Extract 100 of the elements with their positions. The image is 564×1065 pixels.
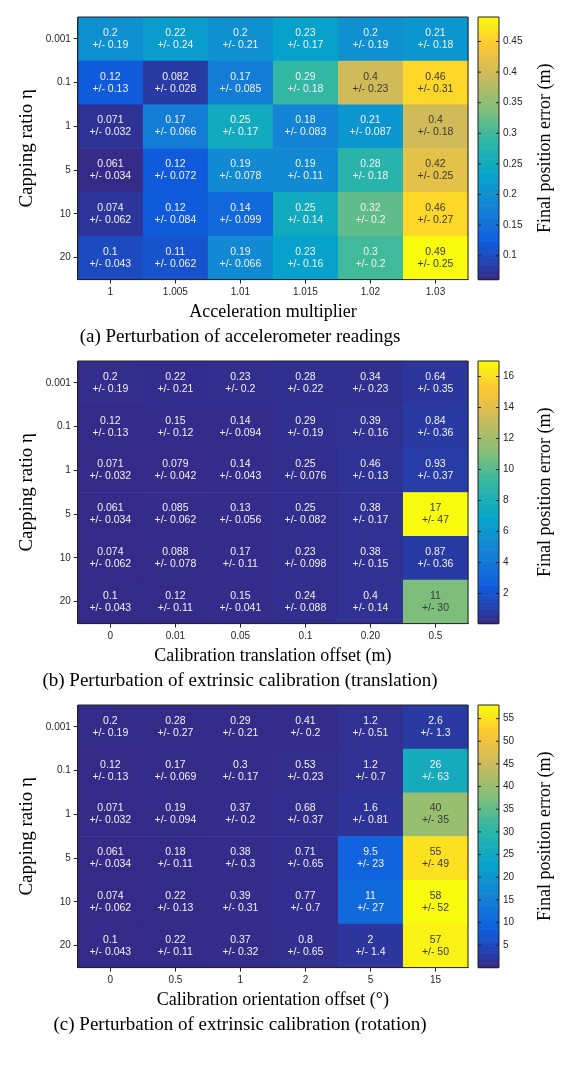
data-label: 11 +/- 30: [421, 588, 450, 613]
data-label: 0.071 +/- 0.032: [89, 113, 132, 138]
data-label: 0.49 +/- 0.25: [417, 244, 454, 269]
data-label: 0.38 +/- 0.15: [352, 544, 389, 569]
x-tick-label: 1: [107, 286, 114, 298]
y-axis-title: Capping ratio η: [15, 432, 37, 552]
y-tick-label: 0.001: [45, 32, 72, 44]
data-label: 58 +/- 52: [421, 888, 450, 913]
data-label: 0.12 +/- 0.13: [92, 413, 129, 438]
data-label: 0.23 +/- 0.2: [225, 369, 256, 394]
data-label: 0.21 +/- 0.18: [417, 25, 454, 50]
data-label: 1.6 +/- 0.81: [352, 801, 389, 826]
data-label: 0.18 +/- 0.11: [157, 845, 194, 870]
text: (b) Perturbation of extrinsic calibration (translation): [42, 668, 438, 691]
color-bar-label: 4: [503, 556, 509, 568]
y-axis-title: Capping ratio η: [15, 776, 37, 896]
color-bar-label: 0.25: [503, 157, 523, 169]
data-label: 0.38 +/- 0.3: [225, 845, 256, 870]
data-label: 0.28 +/- 0.18: [352, 157, 389, 182]
y-tick-label: 5: [65, 851, 72, 863]
data-label: 0.8 +/- 0.65: [287, 932, 324, 957]
color-bar-label: 15: [503, 893, 515, 905]
x-tick-label: 5: [367, 974, 374, 986]
data-label: 0.37 +/- 0.2: [225, 801, 256, 826]
data-label: 0.19 +/- 0.078: [219, 157, 262, 182]
y-tick-label: 1: [65, 808, 72, 820]
color-bar-label: 16: [503, 370, 515, 382]
data-label: 0.22 +/- 0.13: [157, 888, 194, 913]
data-label: 0.28 +/- 0.27: [157, 713, 194, 738]
data-label: 57 +/- 50: [421, 932, 450, 957]
x-tick-label: 0.1: [298, 630, 313, 642]
data-label: 0.46 +/- 0.31: [417, 69, 454, 94]
data-label: 0.3 +/- 0.17: [222, 757, 259, 782]
data-label: 0.11 +/- 0.062: [154, 244, 197, 269]
y-axis-title: Capping ratio η: [15, 88, 37, 208]
data-label: 0.39 +/- 0.31: [222, 888, 259, 913]
color-bar-label: 2: [503, 587, 509, 599]
x-tick-label: 0.5: [428, 630, 443, 642]
y-tick-label: 0.1: [56, 420, 72, 432]
data-label: 0.14 +/- 0.094: [219, 413, 262, 438]
data-label: 0.12 +/- 0.13: [92, 757, 129, 782]
x-tick-label: 1.01: [230, 286, 251, 298]
data-label: 0.17 +/- 0.085: [219, 69, 262, 94]
data-label: 0.2 +/- 0.21: [222, 25, 259, 50]
color-bar-label: 0.1: [503, 249, 518, 261]
data-label: 0.12 +/- 0.084: [154, 200, 197, 225]
data-label: 0.2 +/- 0.19: [92, 25, 129, 50]
y-tick-label: 5: [65, 507, 72, 519]
data-label: 9.5 +/- 23: [356, 845, 385, 870]
color-bar-label: 30: [503, 825, 515, 837]
data-label: 0.088 +/- 0.078: [154, 544, 197, 569]
data-label: 0.34 +/- 0.23: [352, 369, 389, 394]
data-label: 0.29 +/- 0.18: [287, 69, 324, 94]
data-label: 0.074 +/- 0.062: [89, 888, 132, 913]
data-label: 1.2 +/- 0.51: [352, 713, 389, 738]
color-bar-title: Final position error (m): [533, 407, 555, 578]
data-label: 0.4 +/- 0.23: [352, 69, 389, 94]
color-bar-label: 40: [503, 780, 515, 792]
data-label: 0.074 +/- 0.062: [89, 544, 132, 569]
x-tick-label: 1.005: [162, 286, 189, 298]
data-label: 0.22 +/- 0.24: [157, 25, 194, 50]
data-label: 0.22 +/- 0.11: [157, 932, 194, 957]
x-tick-label: 2: [302, 974, 309, 986]
data-label: 0.38 +/- 0.17: [352, 501, 389, 526]
data-label: 0.15 +/- 0.12: [157, 413, 194, 438]
y-tick-label: 0.1: [56, 764, 72, 776]
x-tick-label: 0.20: [360, 630, 381, 642]
data-label: 0.074 +/- 0.062: [89, 200, 132, 225]
y-tick-label: 10: [59, 551, 72, 563]
data-label: 0.085 +/- 0.062: [154, 501, 197, 526]
data-label: 0.42 +/- 0.25: [417, 157, 454, 182]
x-tick-label: 15: [429, 974, 442, 986]
data-label: 0.93 +/- 0.37: [417, 457, 454, 482]
data-label: 17 +/- 47: [421, 501, 450, 526]
data-label: 0.46 +/- 0.13: [352, 457, 389, 482]
color-bar-label: 0.45: [503, 35, 523, 47]
data-label: 0.22 +/- 0.21: [157, 369, 194, 394]
data-label: 0.28 +/- 0.22: [287, 369, 324, 394]
data-label: 1.2 +/- 0.7: [355, 757, 386, 782]
data-label: 0.25 +/- 0.14: [287, 200, 324, 225]
y-tick-label: 10: [59, 895, 72, 907]
color-bar-label: 10: [503, 916, 515, 928]
data-label: 0.082 +/- 0.028: [154, 69, 197, 94]
data-label: 0.23 +/- 0.17: [287, 25, 324, 50]
data-label: 0.64 +/- 0.35: [417, 369, 454, 394]
data-label: 0.19 +/- 0.094: [154, 801, 197, 826]
color-bar-label: 10: [503, 463, 515, 475]
data-label: 0.2 +/- 0.19: [92, 713, 129, 738]
x-axis-title: Calibration translation offset (m): [154, 645, 392, 667]
data-label: 0.68 +/- 0.37: [287, 801, 324, 826]
color-bar-label: 35: [503, 802, 515, 814]
data-label: 0.14 +/- 0.043: [219, 457, 262, 482]
data-label: 0.46 +/- 0.27: [417, 200, 454, 225]
data-label: 0.4 +/- 0.18: [417, 113, 454, 138]
y-tick-label: 20: [59, 939, 72, 951]
data-label: 0.17 +/- 0.066: [154, 113, 197, 138]
color-bar-label: 0.4: [503, 65, 518, 77]
data-label: 0.25 +/- 0.17: [222, 113, 259, 138]
data-label: 0.2 +/- 0.19: [352, 25, 389, 50]
data-label: 0.14 +/- 0.099: [219, 200, 262, 225]
